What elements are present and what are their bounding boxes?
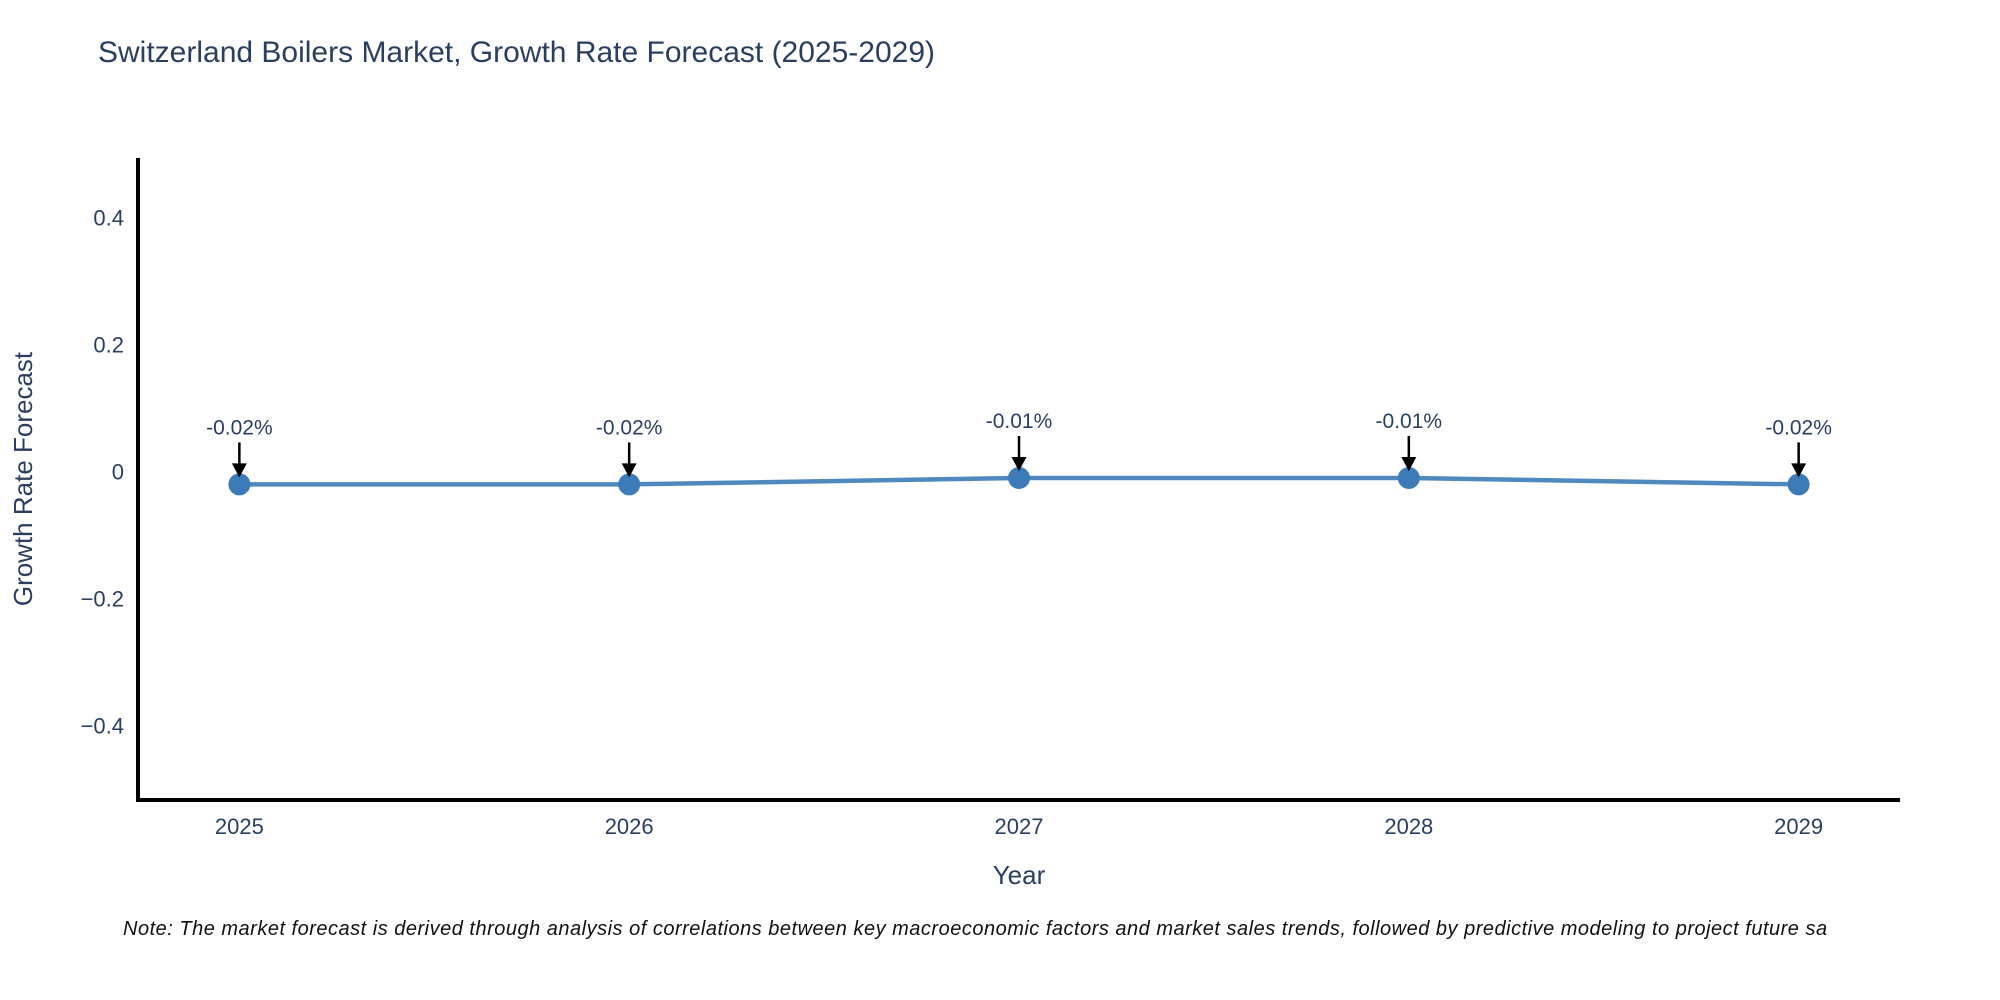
chart-title: Switzerland Boilers Market, Growth Rate … <box>98 36 936 69</box>
y-tick-label: −0.4 <box>81 714 124 739</box>
data-point-marker <box>1397 467 1420 489</box>
x-tick-label: 2029 <box>1774 814 1823 839</box>
annotation-arrow-head <box>231 463 247 478</box>
data-point-marker <box>1008 467 1030 489</box>
data-point-label: -0.02% <box>206 416 273 439</box>
x-tick-label: 2027 <box>995 814 1044 839</box>
data-point-marker <box>618 473 641 496</box>
data-point-label: -0.02% <box>1765 416 1832 439</box>
footnote: Note: The market forecast is derived thr… <box>123 918 1828 940</box>
annotation-arrow-head <box>1011 457 1027 472</box>
data-point-marker <box>1787 473 1810 496</box>
axes-group: 0.4 0.2 0 −0.2 −0.4 2025 2026 2027 2028 2029 Year G… <box>8 158 1900 890</box>
annotation-arrow-head <box>1401 457 1417 472</box>
y-tick-label: −0.2 <box>81 587 124 612</box>
data-point-marker <box>228 473 251 496</box>
y-tick-label: 0 <box>112 460 124 485</box>
x-tick-label: 2028 <box>1384 814 1433 839</box>
x-tick-label: 2026 <box>605 814 654 839</box>
annotation-arrow-head <box>621 463 637 478</box>
annotation-arrow-head <box>1791 463 1807 478</box>
data-point-label: -0.01% <box>1376 410 1443 433</box>
x-axis-title: Year <box>993 860 1046 890</box>
series-group <box>228 467 1810 496</box>
annotations-group: -0.02% -0.02% -0.01% -0.01% -0.02% <box>206 410 1832 478</box>
y-tick-label: 0.4 <box>93 206 124 231</box>
axis-lines <box>136 158 1900 802</box>
x-tick-label: 2025 <box>215 814 264 839</box>
y-tick-label: 0.2 <box>93 333 124 358</box>
data-point-label: -0.01% <box>986 410 1053 433</box>
data-point-label: -0.02% <box>596 416 663 439</box>
y-axis-title: Growth Rate Forecast <box>8 351 38 606</box>
